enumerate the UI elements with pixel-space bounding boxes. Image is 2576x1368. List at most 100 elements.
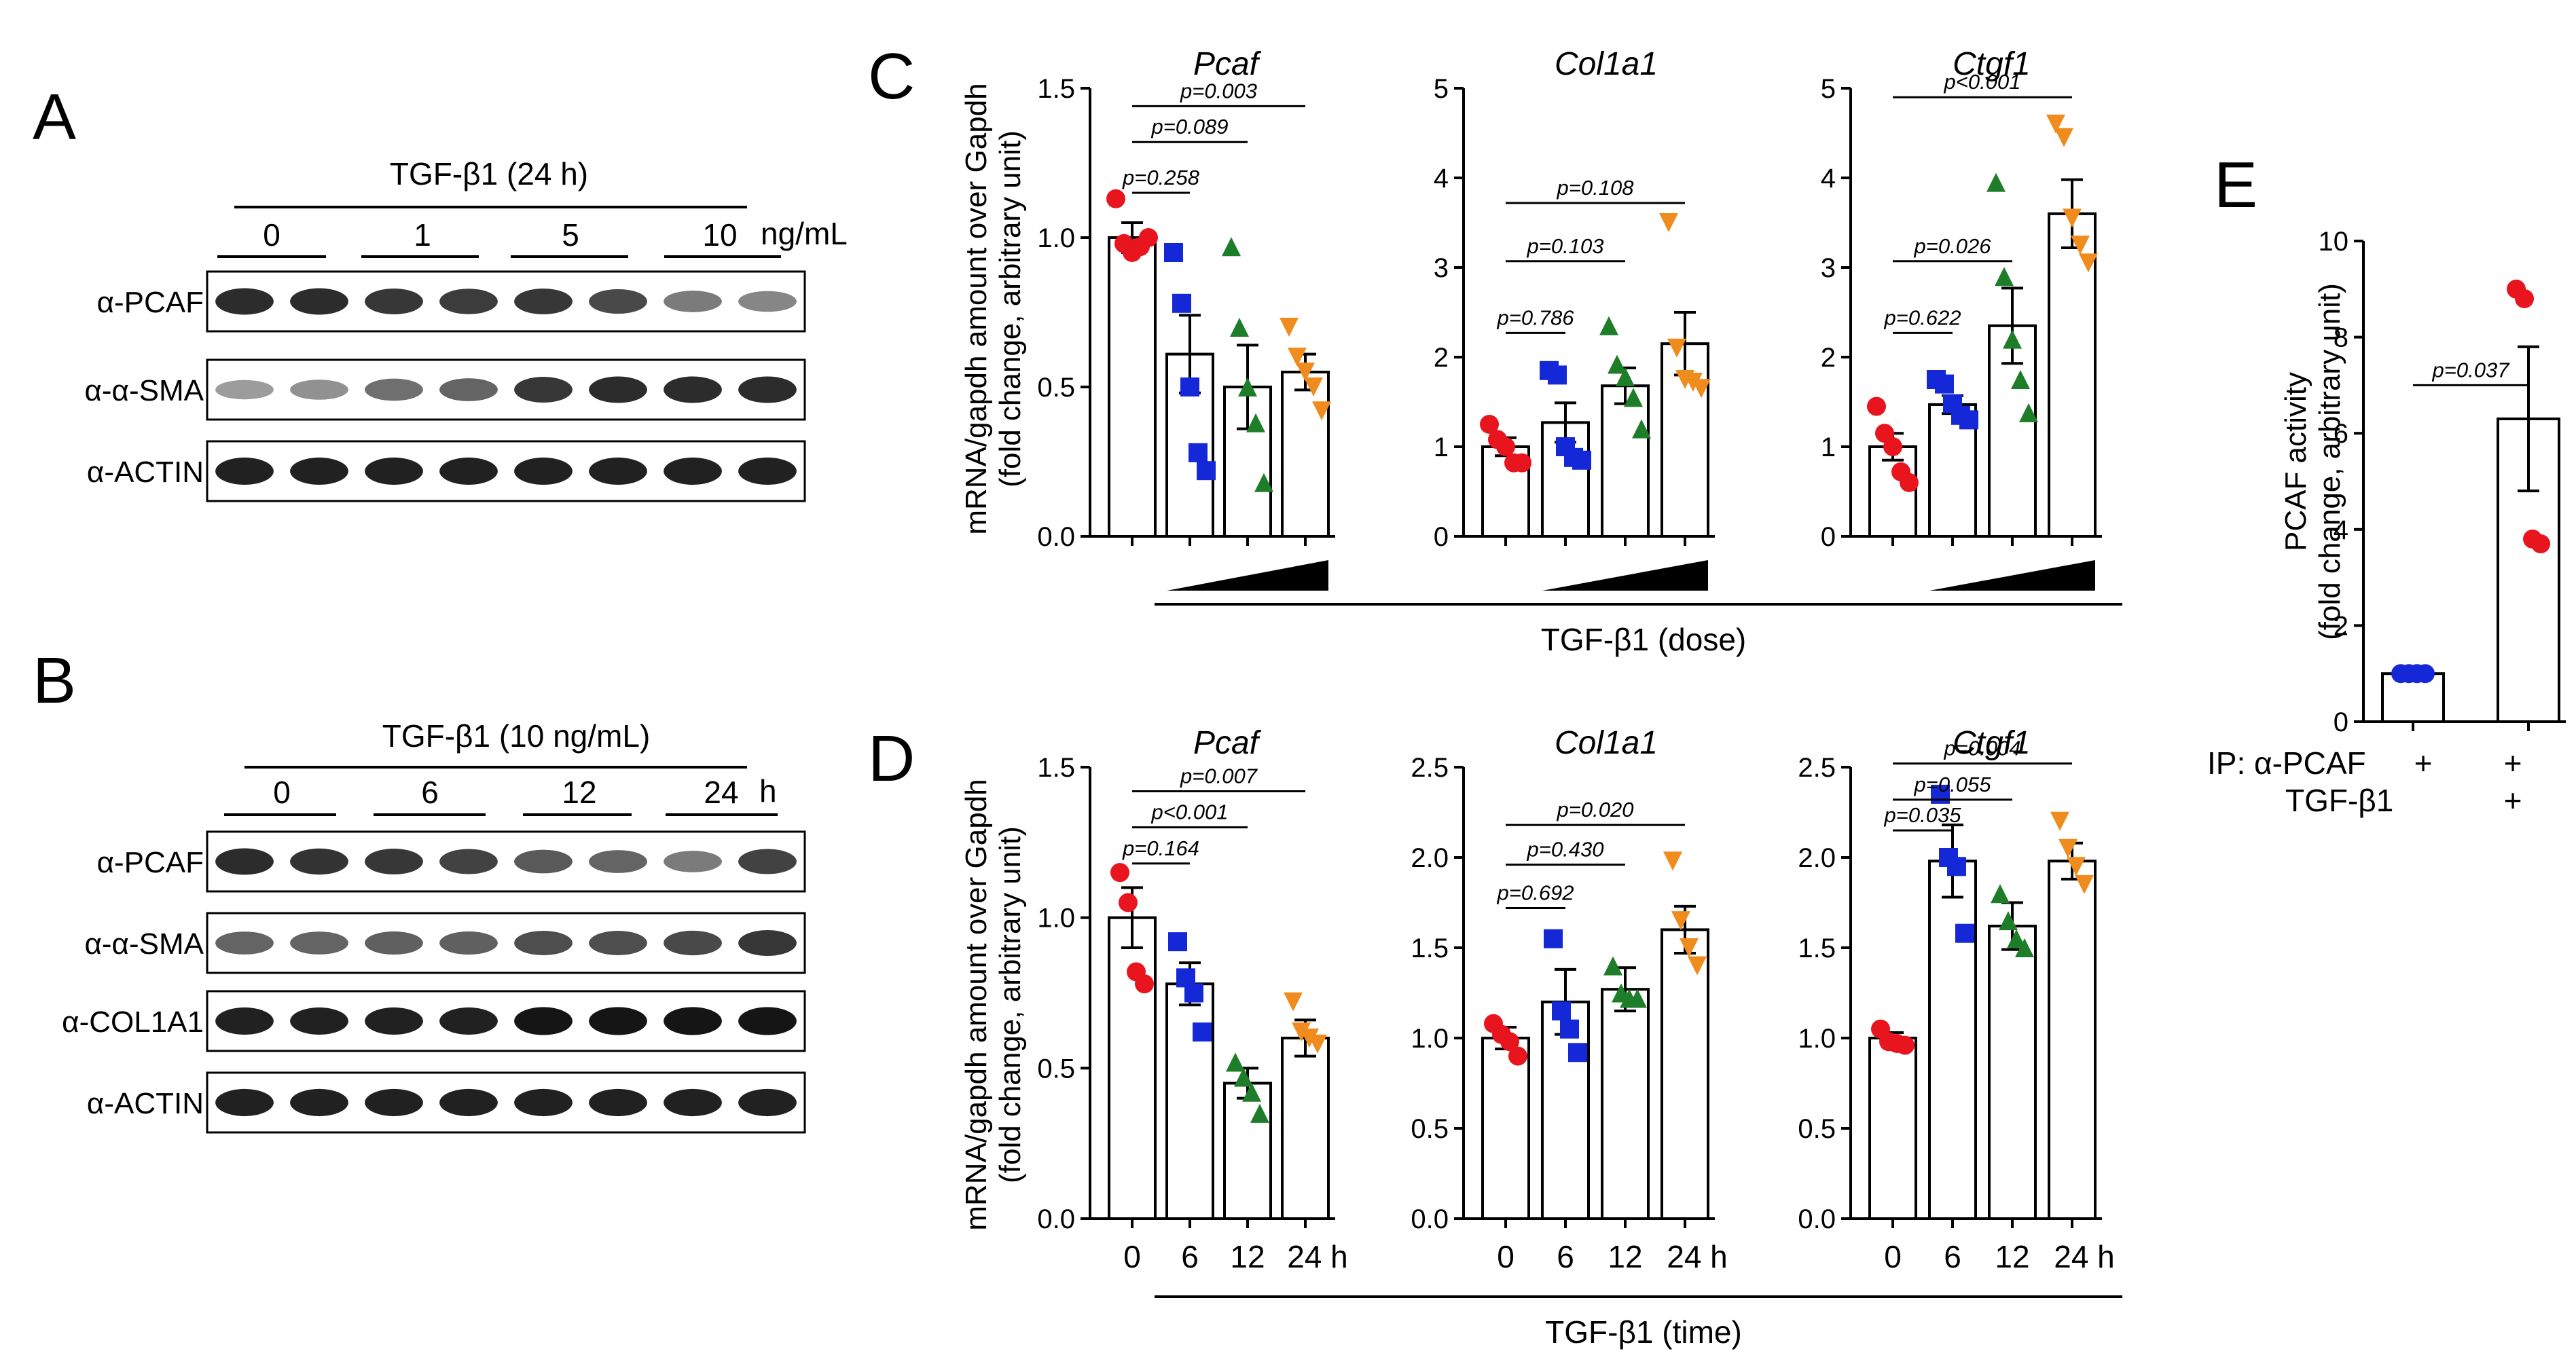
data-point [1135, 974, 1154, 994]
y-tick-label: 1.0 [1798, 1024, 1836, 1054]
y-tick-label: 1.0 [1037, 223, 1075, 253]
p-value-label: p=0.692 [1497, 881, 1574, 904]
data-point [1139, 228, 1158, 247]
p-value-label: p=0.035 [1884, 803, 1962, 827]
panel-letter-c: C [868, 40, 915, 113]
x-tick-label: 6 [1944, 1239, 1961, 1274]
x-tick-label: 12 [1608, 1239, 1642, 1274]
c-ylabel-line-2: (fold change, arbitrary unit) [994, 130, 1027, 487]
blot-b-band [215, 848, 274, 875]
e-row-ip-1: + [2414, 745, 2433, 781]
p-value-label: p=0.020 [1557, 798, 1634, 821]
bar [1223, 1082, 1272, 1220]
bar [1661, 928, 1709, 1221]
y-tick-label: 5 [1821, 74, 1836, 104]
blot-b-band [215, 1088, 274, 1117]
data-point [1480, 415, 1499, 434]
y-tick-label: 0.5 [1798, 1114, 1836, 1144]
dose-wedge [1929, 560, 2095, 591]
y-tick-label: 1 [1434, 432, 1449, 462]
e-ylabel-line-1: PCAF activity [2279, 372, 2312, 551]
y-tick-label: 1.5 [1411, 933, 1449, 963]
data-point [1959, 410, 1978, 430]
data-point [1572, 450, 1591, 470]
chart-title: Pcaf [1193, 46, 1262, 82]
chart-e-activity: 0 2 4 6 8 10 p=0.037 [2319, 227, 2566, 737]
data-point [1193, 1022, 1212, 1042]
blot-b-band [215, 1007, 274, 1035]
blot-b-band [365, 1088, 423, 1117]
panel-letter-d: D [868, 722, 915, 795]
blot-b-treatment: TGF-β1 (10 ng/mL) [382, 718, 651, 754]
blot-b-time-unit: h [759, 773, 777, 809]
data-point [1552, 1001, 1571, 1021]
data-point [1106, 189, 1125, 208]
blot-b-band [664, 930, 722, 956]
e-ylabel: PCAF activity (fold change, arbitrary un… [2279, 283, 2346, 640]
p-value-label: p=0.430 [1527, 838, 1604, 862]
data-point [1624, 388, 1643, 407]
blot-a-band [290, 380, 348, 400]
blot-b-band [439, 1007, 498, 1035]
blot-a-band [738, 376, 797, 403]
blot-b-rows: α-PCAF α-α-SMA α-COL1A1 α-ACTIN [62, 830, 806, 1134]
blot-a-band [215, 288, 274, 315]
x-tick-label: 24 h [1667, 1239, 1728, 1274]
blot-a-band [215, 457, 274, 485]
y-tick-label: 2 [1434, 343, 1449, 373]
data-point [1288, 348, 1307, 367]
p-value-label: p=0.003 [1180, 79, 1257, 103]
panel-letter-e: E [2214, 149, 2257, 221]
data-point [1671, 911, 1690, 931]
data-point [1568, 1043, 1587, 1062]
blot-a-header: TGF-β1 (24 h) 0 1 5 10 ng/mL [217, 156, 848, 258]
data-point [1991, 884, 2010, 904]
data-point [1250, 1103, 1269, 1123]
data-point [1230, 318, 1249, 337]
x-tick-label: 0 [1884, 1239, 1902, 1274]
x-tick-label: 6 [1557, 1239, 1574, 1274]
x-tick-label: 6 [1181, 1239, 1199, 1274]
data-point [1312, 401, 1331, 421]
d-ylabel: mRNA/gapdh amount over Gapdh (fold chang… [960, 779, 1027, 1230]
chart-title: Col1a1 [1555, 725, 1658, 761]
chart-title: Ctgf1 [1953, 725, 2031, 761]
chart-title: Pcaf [1193, 725, 1262, 761]
data-point [2063, 208, 2082, 228]
blot-a-band [365, 457, 423, 485]
blot-b-band [664, 1088, 722, 1117]
y-tick-label: 1.0 [1037, 904, 1075, 933]
y-tick-label: 1 [1821, 432, 1836, 462]
blot-b-row-label: α-ACTIN [87, 1087, 204, 1120]
data-point [1512, 453, 1531, 473]
blot-b-time-12: 12 [562, 775, 596, 810]
data-point [1172, 293, 1191, 313]
data-point [1560, 1019, 1579, 1039]
data-point [1119, 893, 1138, 912]
data-point [2515, 289, 2534, 308]
blot-a-band [664, 457, 722, 485]
e-row-label-ip: IP: α-PCAF [2207, 745, 2366, 781]
data-point [2050, 811, 2069, 831]
data-point [1895, 1035, 1915, 1055]
data-point [1238, 377, 1257, 396]
data-point [1308, 1034, 1327, 1054]
y-tick-label: 6 [2334, 419, 2348, 449]
data-point [1947, 857, 1966, 876]
data-point [2058, 838, 2078, 858]
p-value-label: p=0.164 [1122, 836, 1199, 860]
y-tick-label: 3 [1434, 253, 1449, 283]
y-tick-label: 1.0 [1411, 1024, 1449, 1054]
c-ylabel: mRNA/gapdh amount over Gapdh (fold chang… [960, 83, 1027, 534]
chart-d-pcaf: 0.0 0.5 1.0 1.5 Pcaf 0 6 12 24 h p=0.164 p<0.001 p=… [1037, 725, 1347, 1274]
data-point [1603, 956, 1622, 976]
blot-b-time-6: 6 [421, 775, 439, 810]
y-tick-label: 0.0 [1037, 1204, 1075, 1234]
data-point [1632, 419, 1651, 439]
blot-a-dose-0: 0 [263, 217, 280, 253]
blot-a-band [514, 376, 573, 403]
blot-b-row-label: α-COL1A1 [62, 1005, 204, 1039]
d-x-note: TGF-β1 (time) [1545, 1314, 1742, 1350]
blot-b-band [738, 929, 797, 957]
data-point [1692, 379, 1711, 399]
